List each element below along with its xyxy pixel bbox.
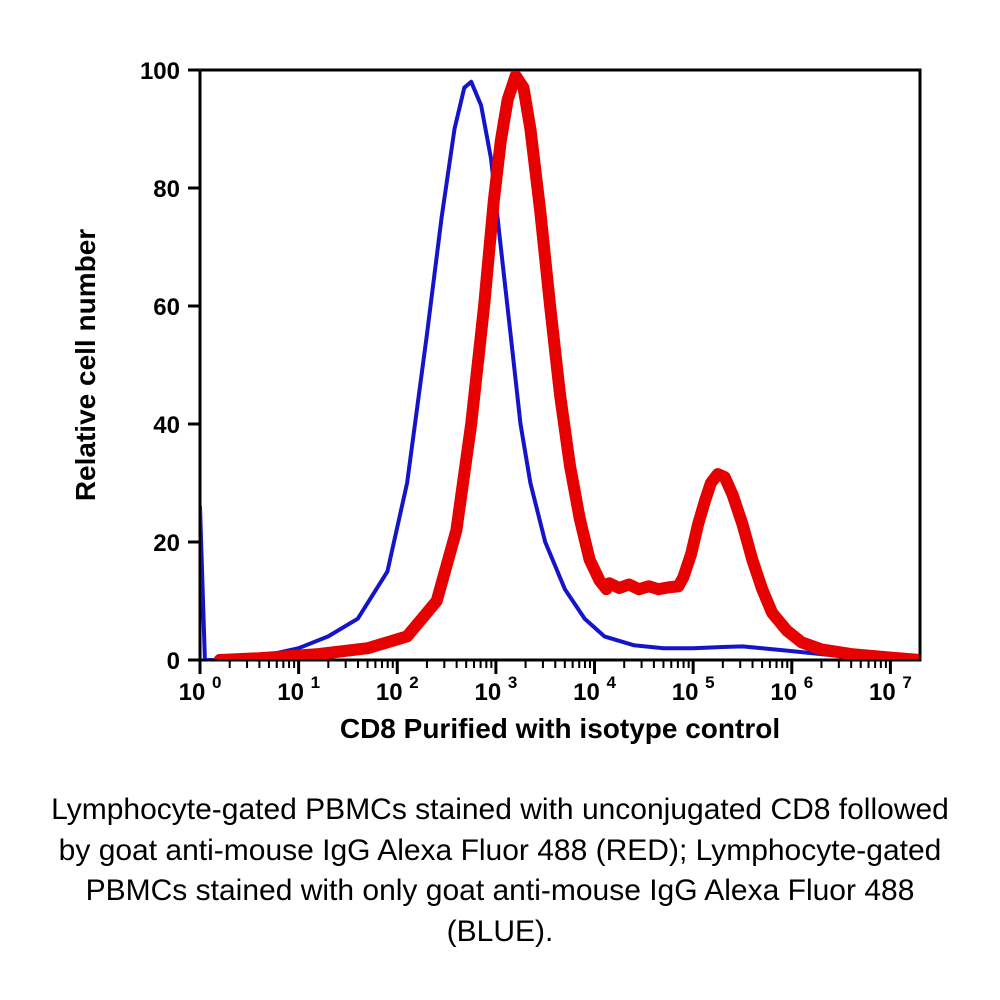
flow-cytometry-histogram: 020406080100100101102103104105106107Rela… bbox=[50, 40, 950, 770]
svg-text:5: 5 bbox=[705, 673, 714, 692]
svg-text:0: 0 bbox=[212, 673, 221, 692]
svg-text:10: 10 bbox=[179, 679, 206, 706]
svg-text:10: 10 bbox=[475, 679, 502, 706]
chart-svg: 020406080100100101102103104105106107Rela… bbox=[50, 40, 950, 770]
svg-text:10: 10 bbox=[672, 679, 699, 706]
svg-text:100: 100 bbox=[140, 58, 180, 85]
svg-text:80: 80 bbox=[153, 176, 180, 203]
svg-text:3: 3 bbox=[508, 673, 517, 692]
svg-text:10: 10 bbox=[573, 679, 600, 706]
svg-text:2: 2 bbox=[409, 673, 418, 692]
svg-text:4: 4 bbox=[607, 673, 617, 692]
series-red bbox=[220, 76, 920, 660]
svg-text:10: 10 bbox=[770, 679, 797, 706]
svg-text:10: 10 bbox=[869, 679, 896, 706]
svg-text:CD8 Purified with isotype cont: CD8 Purified with isotype control bbox=[340, 713, 780, 744]
svg-text:10: 10 bbox=[277, 679, 304, 706]
figure-caption: Lymphocyte-gated PBMCs stained with unco… bbox=[50, 790, 950, 952]
svg-text:60: 60 bbox=[153, 294, 180, 321]
svg-text:0: 0 bbox=[167, 648, 180, 675]
svg-text:7: 7 bbox=[902, 673, 911, 692]
svg-text:Relative cell number: Relative cell number bbox=[70, 229, 101, 501]
svg-text:20: 20 bbox=[153, 530, 180, 557]
svg-text:1: 1 bbox=[311, 673, 320, 692]
svg-text:10: 10 bbox=[376, 679, 403, 706]
svg-text:6: 6 bbox=[804, 673, 813, 692]
svg-text:40: 40 bbox=[153, 412, 180, 439]
